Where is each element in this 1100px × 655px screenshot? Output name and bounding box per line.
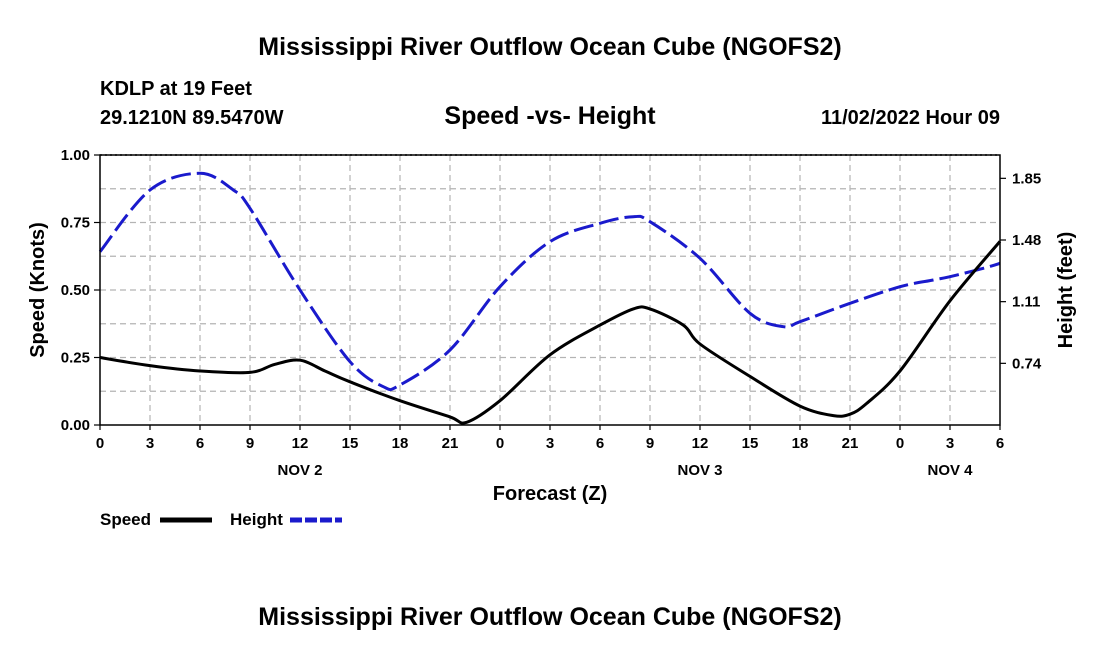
y2-tick-label: 0.74 <box>1012 355 1042 372</box>
x-tick-label: 12 <box>692 435 709 452</box>
x-tick-label: 15 <box>742 435 759 452</box>
y2-tick-label: 1.11 <box>1012 294 1040 311</box>
x-tick-label: 18 <box>792 435 809 452</box>
height-series-line <box>98 171 1001 392</box>
bottom-title: Mississippi River Outflow Ocean Cube (NG… <box>258 603 841 631</box>
x-tick-label: 12 <box>292 435 309 452</box>
x-tick-label: 18 <box>392 435 409 452</box>
y2-tick-label: 1.85 <box>1012 170 1041 187</box>
x-tick-label: 0 <box>896 435 904 452</box>
legend: Speed Height <box>100 510 342 529</box>
y-tick-label: 0.50 <box>61 282 90 299</box>
x-axis-label: Forecast (Z) <box>493 483 607 505</box>
day-label: NOV 2 <box>277 462 322 479</box>
speed-series-line <box>99 240 1002 425</box>
x-tick-label: 6 <box>196 435 204 452</box>
coordinates-label: 29.1210N 89.5470W <box>100 107 284 129</box>
x-tick-label: 6 <box>596 435 604 452</box>
y2-tick-label: 1.48 <box>1012 232 1041 249</box>
y-tick-label: 0.00 <box>61 417 90 434</box>
forecast-datetime: 11/02/2022 Hour 09 <box>821 107 1000 129</box>
x-tick-label: 21 <box>842 435 859 452</box>
x-tick-label: 15 <box>342 435 359 452</box>
y2-axis-label: Height (feet) <box>1055 232 1077 349</box>
x-tick-label: 0 <box>96 435 104 452</box>
x-tick-label: 9 <box>646 435 654 452</box>
y-tick-label: 1.00 <box>61 147 90 164</box>
x-tick-label: 6 <box>996 435 1004 452</box>
gridlines <box>100 154 1000 425</box>
axis-ticks: 0 3 6 9 12 15 18 21 0 3 6 9 12 15 18 21 0 3 6 0.00 0.25 0.50 0… <box>61 147 1042 479</box>
day-label: NOV 4 <box>927 462 973 479</box>
series-lines <box>98 171 1002 425</box>
x-tick-label: 9 <box>246 435 254 452</box>
day-label: NOV 3 <box>677 462 722 479</box>
x-tick-label: 3 <box>946 435 954 452</box>
chart-main-title: Mississippi River Outflow Ocean Cube (NG… <box>258 33 841 61</box>
legend-speed-label: Speed <box>100 510 151 529</box>
y-tick-label: 0.75 <box>61 215 90 232</box>
chart-subtitle: Speed -vs- Height <box>444 102 656 130</box>
x-tick-label: 21 <box>442 435 459 452</box>
plot-frame <box>99 154 1001 426</box>
y-axis-label: Speed (Knots) <box>27 222 49 358</box>
station-label: KDLP at 19 Feet <box>100 78 252 100</box>
y-tick-label: 0.25 <box>61 350 90 367</box>
legend-height-label: Height <box>230 510 283 529</box>
x-tick-label: 3 <box>546 435 554 452</box>
x-tick-label: 3 <box>146 435 154 452</box>
x-tick-label: 0 <box>496 435 504 452</box>
